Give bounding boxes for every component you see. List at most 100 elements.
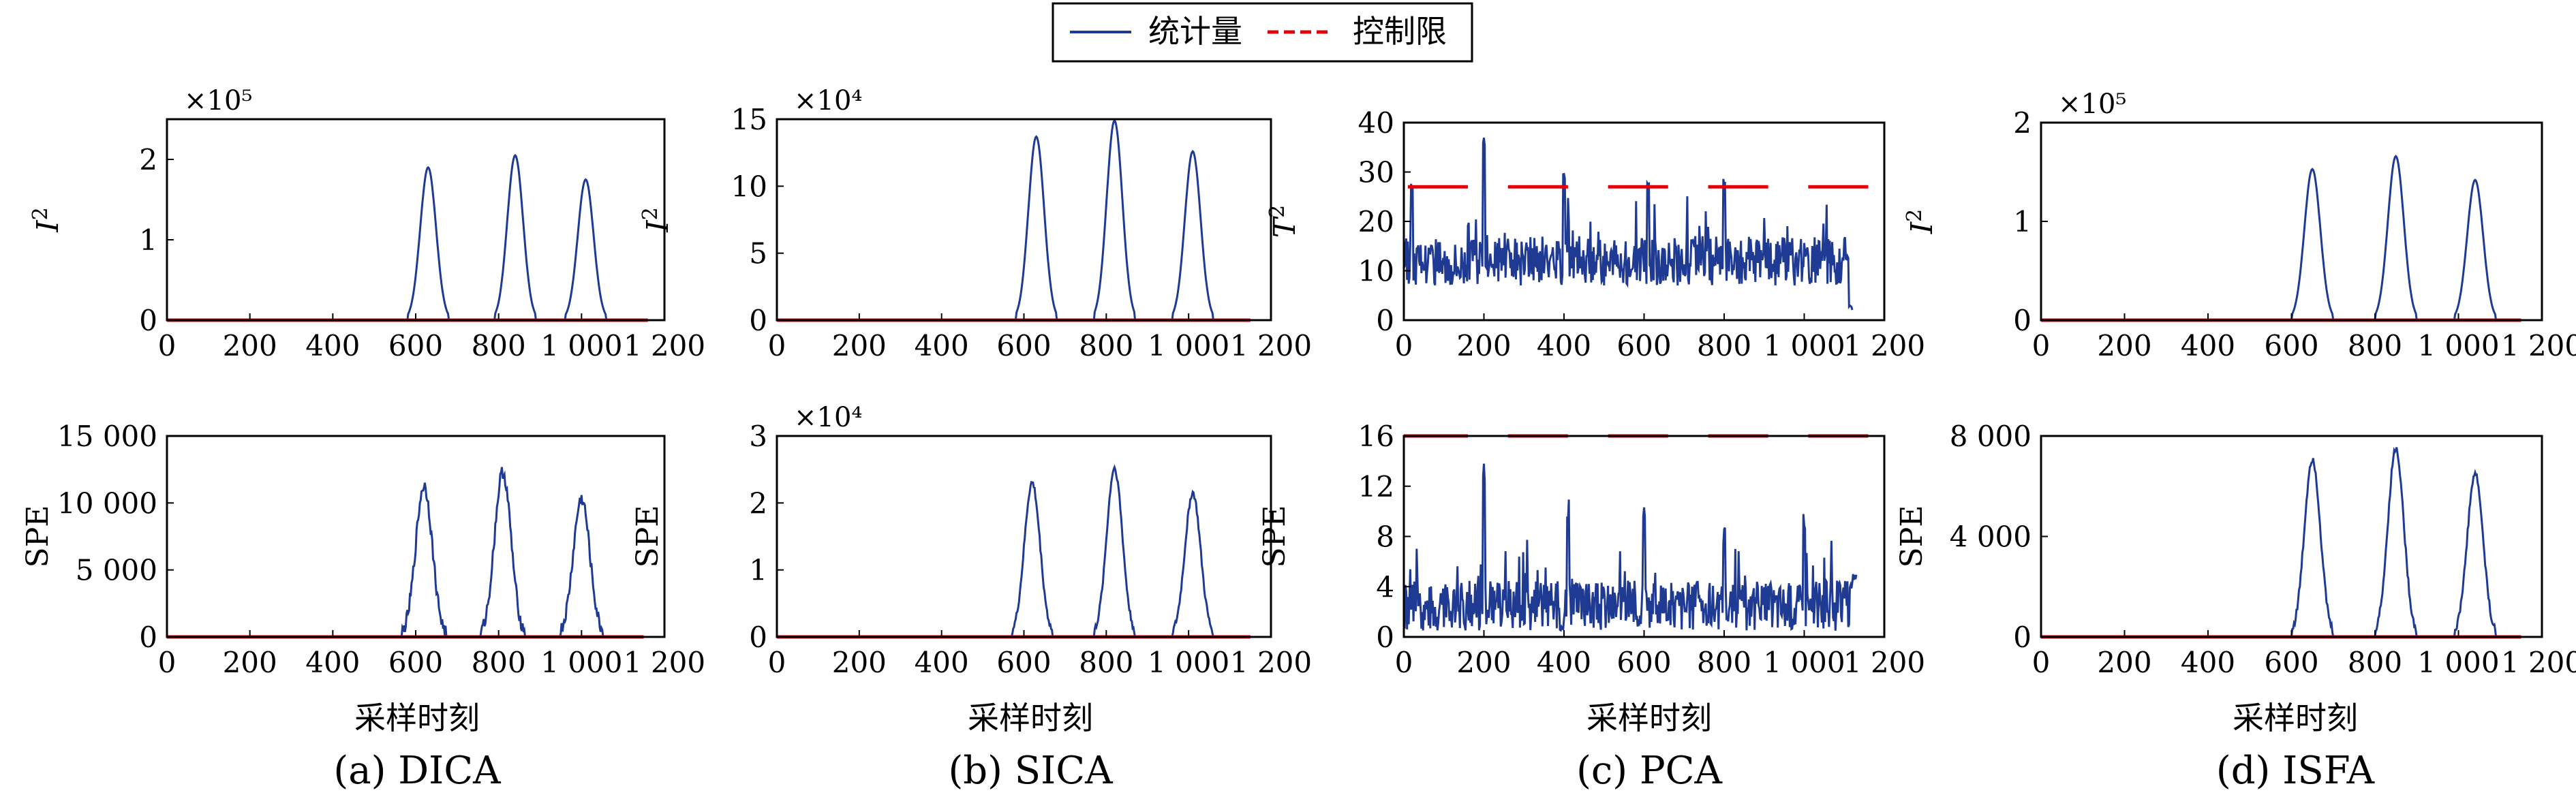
y-axis-label-main: I [641, 219, 675, 233]
y-tick-label: 1 [2013, 205, 2031, 238]
y-axis-label-sup: 2 [1266, 205, 1289, 218]
x-tick-label: 200 [832, 646, 887, 679]
y-multiplier: ×10⁴ [794, 85, 862, 116]
caption-c: (c) PCA [1576, 749, 1722, 793]
x-tick-label: 800 [1697, 646, 1751, 679]
panel-a-bottom: 0 200 400 600 800 1 000 1 200 0 5 000 10 000 15 00… [20, 420, 705, 679]
y-tick-label: 0 [749, 621, 767, 654]
statistic-line [777, 464, 1251, 638]
x-tick-label: 1 200 [2501, 329, 2576, 362]
y-multiplier: ×10⁴ [794, 402, 862, 433]
x-tick-label: 600 [388, 329, 443, 362]
x-tick-label: 1 200 [624, 646, 705, 679]
y-axis-label-main: I [1905, 221, 1939, 234]
y-axis-label-sup: 2 [29, 207, 52, 220]
y-axis-label-sup: 2 [1903, 209, 1927, 222]
caption-b: (b) SICA [948, 749, 1113, 793]
y-tick-label: 0 [139, 304, 157, 337]
y-tick-label: 1 [749, 554, 767, 587]
x-tick-label: 1 200 [1843, 329, 1925, 362]
x-tick-label: 1 000 [540, 329, 622, 362]
xlabel-d: 采样时刻 [2233, 700, 2358, 736]
statistic-line [2041, 155, 2521, 322]
x-tick-label: 0 [158, 646, 177, 679]
x-tick-label: 1 200 [624, 329, 705, 362]
x-tick-label: 400 [1537, 329, 1591, 362]
x-tick-label: 1 200 [1230, 329, 1312, 362]
y-tick-label: 2 [139, 143, 157, 176]
y-axis-label: I2 [29, 207, 65, 232]
x-tick-label: 600 [2264, 329, 2318, 362]
y-tick-label: 20 [1358, 205, 1394, 238]
x-tick-label: 200 [2097, 329, 2151, 362]
statistic-line [1404, 463, 1858, 632]
y-axis-label: I2 [1903, 209, 1939, 234]
x-tick-label: 800 [1079, 646, 1133, 679]
x-tick-label: 600 [388, 646, 443, 679]
x-tick-label: 0 [2032, 646, 2051, 679]
x-tick-label: 400 [2181, 646, 2235, 679]
caption-a: (a) DICA [333, 749, 501, 793]
panel-d-bottom: 0 200 400 600 800 1 000 1 200 0 4 000 8 000 SPE [1895, 420, 2576, 679]
y-tick-label: 0 [1376, 621, 1394, 654]
y-tick-label: 2 [749, 486, 767, 520]
y-tick-label: 12 [1358, 470, 1394, 503]
x-tick-label: 0 [768, 329, 786, 362]
y-tick-label: 15 [731, 103, 767, 136]
statistic-line [777, 119, 1251, 322]
x-tick-label: 400 [305, 646, 360, 679]
x-tick-label: 200 [223, 646, 277, 679]
x-tick-label: 600 [1616, 646, 1671, 679]
x-tick-label: 0 [1395, 329, 1413, 362]
x-tick-label: 0 [158, 329, 177, 362]
y-tick-label: 1 [139, 223, 157, 257]
statistic-line [1404, 138, 1854, 311]
x-tick-label: 400 [915, 329, 969, 362]
x-tick-label: 200 [832, 329, 887, 362]
y-multiplier: ×10⁵ [184, 85, 252, 116]
x-tick-label: 600 [2264, 646, 2318, 679]
x-tick-label: 1 000 [1763, 646, 1845, 679]
x-tick-label: 0 [1395, 646, 1413, 679]
y-tick-label: 0 [2013, 304, 2031, 337]
xlabel-a: 采样时刻 [354, 700, 480, 736]
y-tick-label: 8 [1376, 520, 1394, 554]
x-tick-label: 1 000 [2417, 646, 2499, 679]
y-axis-label-main: SPE [630, 505, 665, 568]
plot-frame [166, 118, 666, 322]
x-tick-label: 800 [2348, 646, 2402, 679]
y-tick-label: 2 [2013, 106, 2031, 140]
x-tick-label: 200 [1456, 329, 1511, 362]
x-tick-label: 400 [2181, 329, 2235, 362]
x-tick-label: 1 200 [2501, 646, 2576, 679]
y-tick-label: 4 000 [1950, 520, 2031, 554]
panel-b-bottom: 0 200 400 600 800 1 000 1 200 0 1 2 3 ×10⁴ SPE [630, 402, 1312, 679]
y-tick-label: 30 [1358, 156, 1394, 189]
x-tick-label: 1 200 [1843, 646, 1925, 679]
x-axis-labels: 采样时刻 采样时刻 采样时刻 采样时刻 [354, 700, 2358, 736]
xlabel-b: 采样时刻 [968, 700, 1093, 736]
x-tick-label: 1 000 [1148, 646, 1229, 679]
x-tick-label: 0 [2032, 329, 2051, 362]
y-tick-label: 10 [731, 170, 767, 203]
x-tick-label: 200 [2097, 646, 2151, 679]
legend: 统计量 控制限 [1052, 2, 1473, 63]
legend-limit-label: 控制限 [1353, 13, 1447, 50]
y-axis-label: T2 [1266, 205, 1302, 238]
y-tick-label: 10 000 [57, 486, 157, 520]
x-tick-label: 1 000 [1148, 329, 1229, 362]
x-tick-label: 600 [996, 646, 1051, 679]
y-axis-label: SPE [1895, 505, 1929, 568]
y-tick-label: 0 [139, 621, 157, 654]
statistic-line [167, 467, 644, 638]
plot-frame [2040, 121, 2543, 322]
y-axis-label: SPE [1257, 505, 1292, 568]
y-tick-label: 16 [1358, 420, 1394, 453]
y-axis-label-main: T [1268, 215, 1302, 238]
captions: (a) DICA (b) SICA (c) PCA (d) ISFA [333, 749, 2374, 793]
x-tick-label: 1 000 [540, 646, 622, 679]
